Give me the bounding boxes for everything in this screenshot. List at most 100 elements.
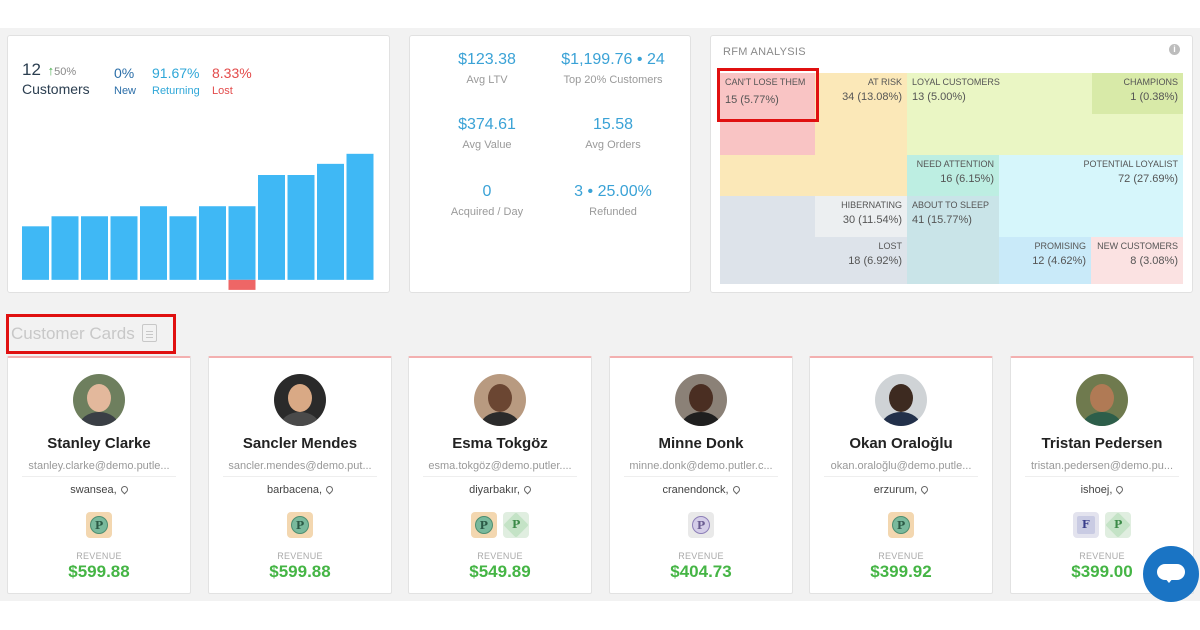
customer-email: sancler.mendes@demo.put... (223, 460, 377, 477)
kpi-refunded: 3 • 25.00% Refunded (548, 183, 678, 218)
rfm-segment-hibernating[interactable]: HIBERNATING 30 (11.54%) (815, 196, 907, 237)
highlight-box-rfm (717, 68, 819, 122)
kpi-avg-orders: 15.58 Avg Orders (548, 116, 678, 151)
customers-label: Customers (22, 81, 90, 97)
chat-button[interactable] (1143, 546, 1199, 602)
avatar (875, 374, 927, 426)
rfm-segment-need-attention[interactable]: NEED ATTENTION 16 (6.15%) (907, 155, 999, 196)
revenue-label: REVENUE (477, 551, 523, 561)
rfm-segment-champions[interactable]: CHAMPIONS 1 (0.38%) (1092, 73, 1183, 114)
document-icon[interactable] (141, 324, 157, 342)
gateway-glyph: P (692, 516, 710, 534)
revenue-value: $599.88 (68, 562, 130, 581)
map-pin-icon (919, 484, 930, 495)
stat-returning-value: 91.67% (152, 65, 200, 81)
avatar (675, 374, 727, 426)
bar-customers-10[interactable] (287, 175, 315, 280)
stat-returning[interactable]: 91.67% Returning (152, 65, 200, 97)
bar-customers-1[interactable] (22, 226, 49, 280)
customer-name[interactable]: Minne Donk (658, 435, 744, 452)
rfm-loyal-extension (1092, 114, 1183, 155)
bar-customers-12[interactable] (346, 153, 374, 280)
avatar (474, 374, 526, 426)
bar-customers-7[interactable] (199, 206, 226, 280)
kpi-value: 15.58 (592, 116, 634, 133)
gateway-glyph: F (1076, 516, 1095, 534)
revenue-label: REVENUE (678, 551, 724, 561)
customer-email: minne.donk@demo.putler.c... (624, 460, 778, 477)
rfm-segment-at-risk[interactable]: AT RISK 34 (13.08%) (815, 73, 907, 196)
stat-new-value: 0% (114, 65, 135, 81)
info-icon[interactable]: i (1169, 44, 1180, 55)
segment-count: 41 (15.77%) (912, 214, 972, 226)
bar-customers-8[interactable] (228, 206, 256, 280)
customer-count-value: 12 (22, 60, 41, 79)
stat-new[interactable]: 0% New (114, 65, 136, 97)
customer-card[interactable]: Okan Oraloğlu okan.oraloğlu@demo.putle..… (809, 356, 993, 594)
gateway-glyph: P (474, 516, 493, 534)
kpi-value: $374.61 (458, 116, 516, 133)
bar-customers-2[interactable] (51, 216, 79, 280)
customer-email: tristan.pedersen@demo.pu... (1025, 460, 1179, 477)
customers-panel: 12 ↑50% Customers 0% New 91.67% Returnin… (7, 35, 390, 293)
revenue-label: REVENUE (277, 551, 323, 561)
rfm-grid: CAN'T LOSE THEM 15 (5.77%) AT RISK 34 (1… (720, 73, 1183, 284)
bar-lost-8[interactable] (228, 279, 256, 290)
segment-name: CHAMPIONS (1123, 77, 1178, 87)
bar-customers-3[interactable] (81, 216, 108, 280)
revenue-label: REVENUE (1079, 551, 1125, 561)
bar-customers-5[interactable] (140, 206, 167, 280)
paypal-icon: P (287, 512, 313, 538)
segment-count: 8 (3.08%) (1130, 255, 1178, 267)
segment-count: 12 (4.62%) (1032, 255, 1086, 267)
rfm-lost-extension (720, 196, 815, 284)
stat-returning-label: Returning (152, 85, 200, 97)
payment-gateways: P P (409, 512, 591, 538)
rfm-segment-cant-lose-them[interactable]: CAN'T LOSE THEM 15 (5.77%) (720, 73, 815, 155)
dashboard: 12 ↑50% Customers 0% New 91.67% Returnin… (0, 28, 1200, 601)
rfm-segment-lost[interactable]: LOST 18 (6.92%) (815, 237, 907, 284)
customer-name[interactable]: Sancler Mendes (242, 435, 358, 452)
kpi-value: $123.38 (458, 51, 516, 68)
rfm-segment-about-to-sleep[interactable]: ABOUT TO SLEEP 41 (15.77%) (907, 196, 999, 284)
bar-customers-9[interactable] (258, 175, 285, 280)
avatar (274, 374, 326, 426)
stat-lost[interactable]: 8.33% Lost (212, 65, 252, 97)
customer-name[interactable]: Tristan Pedersen (1041, 435, 1163, 452)
rfm-segment-promising[interactable]: PROMISING 12 (4.62%) (999, 237, 1091, 284)
bar-customers-11[interactable] (317, 163, 344, 280)
customer-name[interactable]: Stanley Clarke (47, 435, 151, 452)
customer-location: ishoej, (1011, 484, 1193, 496)
bar-customers-4[interactable] (110, 216, 138, 280)
stat-lost-value: 8.33% (212, 65, 252, 81)
rfm-segment-new-customers[interactable]: NEW CUSTOMERS 8 (3.08%) (1091, 237, 1183, 284)
gateway-glyph: P (90, 516, 108, 534)
paypal-icon: P (470, 512, 497, 538)
customer-city: barbacena, (266, 484, 323, 496)
paypal-icon: P (688, 512, 714, 538)
customer-card[interactable]: Esma Tokgöz esma.tokgöz@demo.putler.... … (408, 356, 592, 594)
kpi-label: Top 20% Customers (563, 74, 663, 86)
customer-card[interactable]: Stanley Clarke stanley.clarke@demo.putle… (7, 356, 191, 594)
kpi-label: Avg Orders (585, 139, 641, 151)
kpi-top-customers: $1,199.76 • 24 Top 20% Customers (548, 51, 678, 86)
customer-city: ishoej, (1080, 484, 1113, 496)
customer-location: barbacena, (209, 484, 391, 496)
customer-location: diyarbakır, (409, 484, 591, 496)
customer-name[interactable]: Okan Oraloğlu (849, 435, 953, 452)
customer-name[interactable]: Esma Tokgöz (452, 435, 548, 452)
rfm-segment-loyal-customers[interactable]: LOYAL CUSTOMERS 13 (5.00%) (907, 73, 1092, 155)
segment-count: 1 (0.38%) (1130, 91, 1178, 103)
section-title: Customer Cards (11, 324, 135, 343)
customer-card[interactable]: Sancler Mendes sancler.mendes@demo.put..… (208, 356, 392, 594)
customer-card[interactable]: Minne Donk minne.donk@demo.putler.c... c… (609, 356, 793, 594)
stat-new-label: New (114, 85, 137, 97)
segment-count: 16 (6.15%) (940, 173, 994, 185)
kpi-avg-value: $374.61 Avg Value (422, 116, 552, 151)
rfm-segment-potential-loyalist[interactable]: POTENTIAL LOYALIST 72 (27.69%) (999, 155, 1183, 237)
kpi-value: 3 • 25.00% (574, 183, 652, 200)
rfm-panel: RFM ANALYSIS i CAN'T LOSE THEM 15 (5.77%… (710, 35, 1193, 293)
payment-gateways: P (610, 512, 792, 538)
kpi-panel: $123.38 Avg LTV $1,199.76 • 24 Top 20% C… (409, 35, 691, 293)
bar-customers-6[interactable] (169, 216, 197, 280)
